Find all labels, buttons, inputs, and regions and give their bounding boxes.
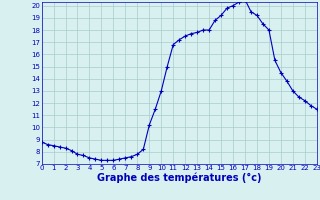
X-axis label: Graphe des températures (°c): Graphe des températures (°c) bbox=[97, 173, 261, 183]
